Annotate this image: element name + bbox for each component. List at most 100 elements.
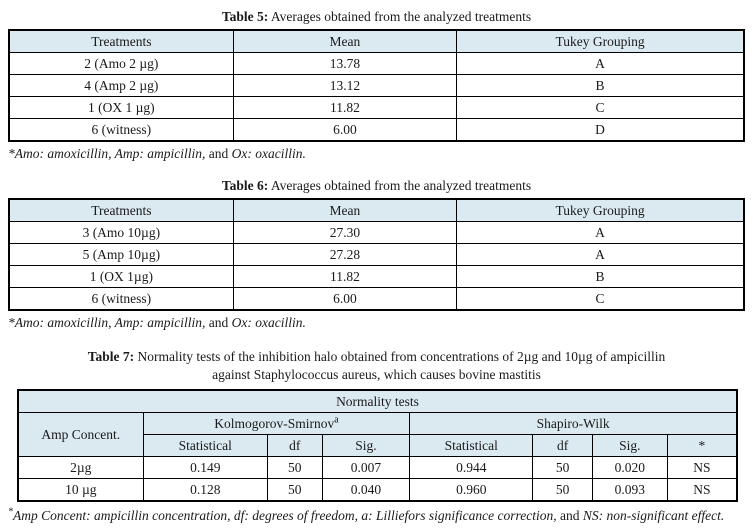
- table-cell: 1 (OX 1 µg): [8, 96, 234, 119]
- table5-footnote: *Amo: amoxicillin, Amp: ampicillin, and …: [8, 145, 745, 163]
- table-cell: 6.00: [232, 118, 458, 142]
- table5-header-tukey: Tukey Grouping: [456, 29, 745, 53]
- table-cell: D: [456, 118, 745, 142]
- table6-header-tukey: Tukey Grouping: [456, 198, 745, 222]
- table5-header-mean: Mean: [232, 29, 458, 53]
- footnote-text: Ox: oxacillin.: [231, 315, 306, 330]
- table-cell: 50: [266, 478, 323, 502]
- table7-test-header-row: Amp Concent. Kolmogorov-Smirnova Shapiro…: [17, 412, 738, 457]
- table-cell: 0.007: [321, 456, 411, 479]
- table-row: 6 (witness) 6.00 D: [8, 118, 745, 142]
- ks-label: Kolmogorov-Smirnov: [214, 416, 335, 431]
- subheader-sig: Sig.: [591, 434, 668, 457]
- table-cell: C: [456, 287, 745, 311]
- table6-caption-text: Averages obtained from the analyzed trea…: [268, 178, 532, 193]
- table-row: 1 (OX 1µg) 11.82 B: [8, 265, 745, 288]
- table-cell: 50: [266, 456, 323, 479]
- table-cell: A: [456, 243, 745, 266]
- table-cell: 4 (Amp 2 µg): [8, 74, 234, 97]
- footnote-text: *Amo: amoxicillin, Amp: ampicillin,: [8, 146, 206, 161]
- table-cell: 6 (witness): [8, 118, 234, 142]
- table5-header-treatments: Treatments: [8, 29, 234, 53]
- table5-caption-text: Averages obtained from the analyzed trea…: [268, 9, 532, 24]
- table-cell: 6 (witness): [8, 287, 234, 311]
- table-cell: 2µg: [17, 456, 144, 479]
- table-cell: 2 (Amo 2 µg): [8, 52, 234, 75]
- table6-header-mean: Mean: [232, 198, 458, 222]
- subheader-asterisk: *: [666, 434, 738, 457]
- table6-footnote: *Amo: amoxicillin, Amp: ampicillin, and …: [8, 314, 745, 332]
- table-row: 10 µg 0.128 50 0.040 0.960 50 0.093 NS: [17, 478, 738, 502]
- table-cell: 10 µg: [17, 478, 144, 502]
- table6-header-treatments: Treatments: [8, 198, 234, 222]
- table7-caption: Table 7: Normality tests of the inhibiti…: [8, 348, 745, 384]
- table-cell: NS: [666, 478, 738, 502]
- table6-header-row: Treatments Mean Tukey Grouping: [8, 198, 745, 222]
- footnote-text: and: [556, 508, 583, 523]
- table6-caption-label: Table 6:: [221, 178, 269, 193]
- table5: Treatments Mean Tukey Grouping 2 (Amo 2 …: [8, 29, 745, 142]
- table7-group-row: Normality tests: [17, 389, 738, 413]
- subheader-df: df: [266, 434, 323, 457]
- table7: Normality tests Amp Concent. Kolmogorov-…: [17, 389, 738, 502]
- table-cell: 0.020: [591, 456, 668, 479]
- table-cell: 0.040: [321, 478, 411, 502]
- table6: Treatments Mean Tukey Grouping 3 (Amo 10…: [8, 198, 745, 311]
- subheader-sig: Sig.: [321, 434, 411, 457]
- table-cell: 11.82: [232, 265, 458, 288]
- table-cell: A: [456, 221, 745, 244]
- table7-group-header: Normality tests: [17, 389, 738, 413]
- table-row: 1 (OX 1 µg) 11.82 C: [8, 96, 745, 119]
- table-cell: NS: [666, 456, 738, 479]
- table-cell: B: [456, 74, 745, 97]
- table-cell: 5 (Amp 10µg): [8, 243, 234, 266]
- table-cell: 0.944: [409, 456, 534, 479]
- table7-header-sw: Shapiro-Wilk: [409, 412, 738, 435]
- table7-header-concent: Amp Concent.: [17, 412, 144, 457]
- table7-caption-line1: Normality tests of the inhibition halo o…: [134, 349, 666, 364]
- table-cell: B: [456, 265, 745, 288]
- table-row: 2µg 0.149 50 0.007 0.944 50 0.020 NS: [17, 456, 738, 479]
- table-cell: 27.28: [232, 243, 458, 266]
- table-row: 2 (Amo 2 µg) 13.78 A: [8, 52, 745, 75]
- table7-footnote: *Amp Concent: ampicillin concentration, …: [8, 506, 745, 525]
- table-cell: 0.960: [409, 478, 534, 502]
- table-row: 5 (Amp 10µg) 27.28 A: [8, 243, 745, 266]
- table5-caption-label: Table 5:: [221, 9, 269, 24]
- footnote-text: Ox: oxacillin.: [231, 146, 306, 161]
- footnote-text: Amp Concent: ampicillin concentration, d…: [13, 508, 557, 523]
- table-cell: 0.093: [591, 478, 668, 502]
- table-cell: 3 (Amo 10µg): [8, 221, 234, 244]
- table7-caption-label: Table 7:: [87, 349, 135, 364]
- table-cell: 11.82: [232, 96, 458, 119]
- table7-header-ks: Kolmogorov-Smirnova: [142, 412, 411, 435]
- table-cell: 1 (OX 1µg): [8, 265, 234, 288]
- footnote-text: *Amo: amoxicillin, Amp: ampicillin,: [8, 315, 206, 330]
- subheader-df: df: [532, 434, 593, 457]
- subheader-statistical: Statistical: [409, 434, 534, 457]
- table-row: 3 (Amo 10µg) 27.30 A: [8, 221, 745, 244]
- table-cell: 6.00: [232, 287, 458, 311]
- table-cell: 27.30: [232, 221, 458, 244]
- table-cell: C: [456, 96, 745, 119]
- table5-header-row: Treatments Mean Tukey Grouping: [8, 29, 745, 53]
- ks-superscript: a: [334, 414, 339, 426]
- table6-caption: Table 6: Averages obtained from the anal…: [8, 177, 745, 194]
- table-cell: A: [456, 52, 745, 75]
- footnote-text: and: [205, 315, 232, 330]
- subheader-statistical: Statistical: [142, 434, 268, 457]
- table-cell: 50: [532, 456, 593, 479]
- footnote-asterisk: *: [8, 506, 13, 518]
- table-cell: 13.78: [232, 52, 458, 75]
- footnote-text: and: [205, 146, 232, 161]
- table-cell: 50: [532, 478, 593, 502]
- table-row: 6 (witness) 6.00 C: [8, 287, 745, 311]
- table-row: 4 (Amp 2 µg) 13.12 B: [8, 74, 745, 97]
- footnote-text: NS: non-significant effect.: [582, 508, 725, 523]
- table-cell: 13.12: [232, 74, 458, 97]
- table-cell: 0.128: [142, 478, 268, 502]
- table7-caption-line2: against Staphylococcus aureus, which cau…: [212, 367, 541, 382]
- table5-caption: Table 5: Averages obtained from the anal…: [8, 8, 745, 25]
- table-cell: 0.149: [142, 456, 268, 479]
